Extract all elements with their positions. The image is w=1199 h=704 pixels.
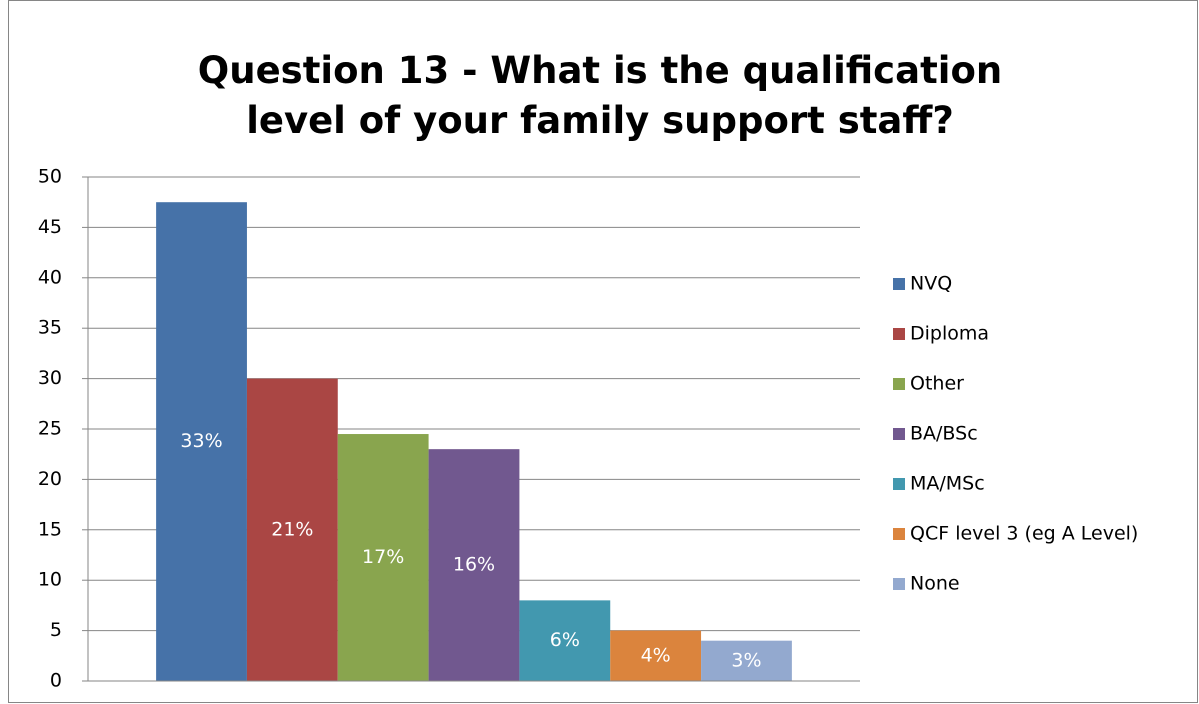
legend-swatch <box>893 378 905 390</box>
y-tick-label: 45 <box>38 216 62 238</box>
bar <box>246 378 338 681</box>
bar <box>610 630 702 681</box>
legend-swatch <box>893 278 905 290</box>
legend-label: Other <box>910 373 964 395</box>
y-tick-label: 20 <box>38 468 62 490</box>
legend-label: QCF level 3 (eg A Level) <box>910 523 1138 545</box>
legend-swatch <box>893 328 905 340</box>
bar <box>428 449 520 681</box>
data-label: 4% <box>641 644 671 666</box>
legend-swatch <box>893 578 905 590</box>
y-tick-label: 50 <box>38 166 62 188</box>
bar <box>519 600 611 681</box>
y-tick-label: 30 <box>38 367 62 389</box>
legend-swatch <box>893 478 905 490</box>
data-label: 16% <box>453 554 495 576</box>
y-tick-label: 40 <box>38 266 62 288</box>
y-tick-label: 35 <box>38 317 62 339</box>
data-label: 33% <box>180 430 222 452</box>
legend-label: Diploma <box>910 323 989 345</box>
data-label: 3% <box>731 649 761 671</box>
legend-label: MA/MSc <box>910 473 985 495</box>
data-label: 17% <box>362 546 404 568</box>
legend-label: BA/BSc <box>910 423 978 445</box>
y-tick-label: 10 <box>38 569 62 591</box>
y-tick-label: 5 <box>50 619 62 641</box>
bar <box>337 434 429 681</box>
data-label: 6% <box>550 629 580 651</box>
bar <box>156 202 247 681</box>
legend-label: None <box>910 573 960 595</box>
y-tick-label: 15 <box>38 518 62 540</box>
y-tick-label: 0 <box>50 670 62 692</box>
bar <box>701 640 792 681</box>
data-label: 21% <box>271 518 313 540</box>
legend-label: NVQ <box>910 273 952 295</box>
chart-title: Question 13 - What is the qualification … <box>197 49 1003 142</box>
legend-swatch <box>893 428 905 440</box>
y-tick-label: 25 <box>38 418 62 440</box>
legend-swatch <box>893 528 905 540</box>
chart-border <box>8 0 1198 703</box>
